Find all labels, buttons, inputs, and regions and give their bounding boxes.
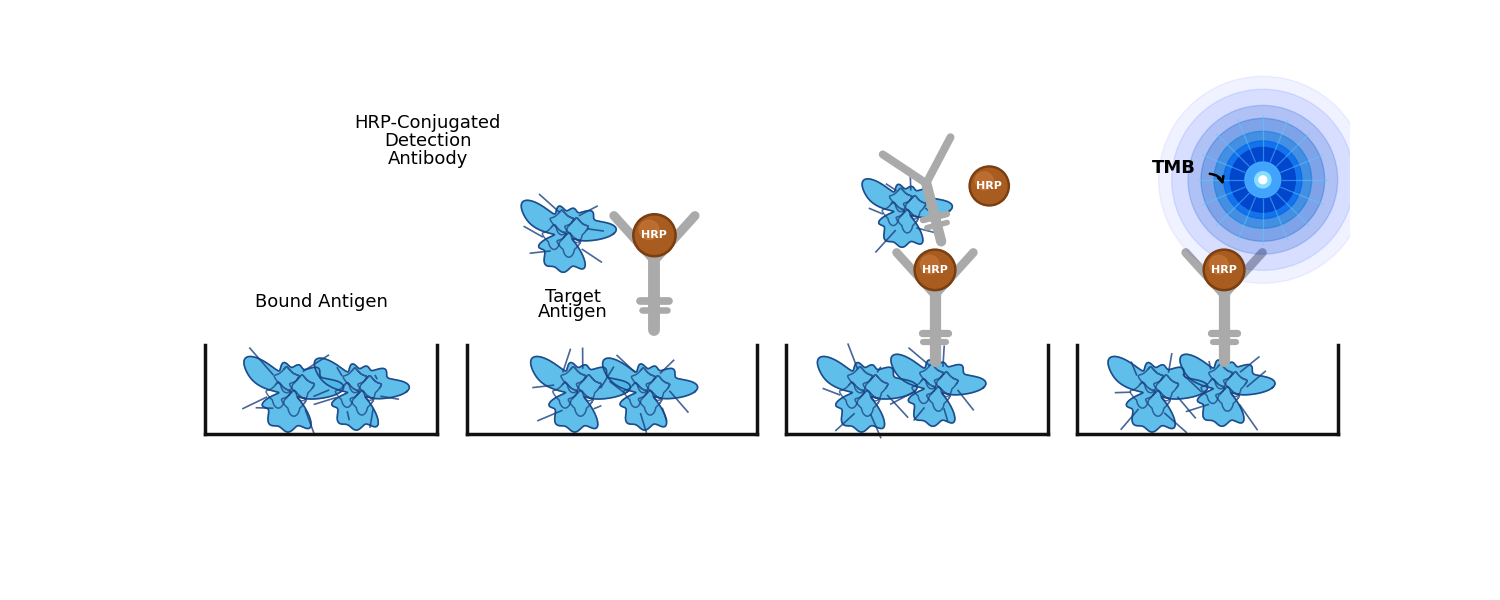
Polygon shape — [522, 200, 616, 272]
Polygon shape — [603, 358, 698, 430]
Polygon shape — [891, 354, 986, 426]
Circle shape — [1158, 76, 1366, 283]
Text: Detection: Detection — [384, 132, 471, 150]
Text: Antibody: Antibody — [387, 150, 468, 168]
Polygon shape — [1180, 354, 1275, 426]
Circle shape — [1172, 89, 1354, 271]
Circle shape — [921, 256, 939, 274]
Polygon shape — [531, 356, 630, 432]
Text: TMB: TMB — [1152, 159, 1196, 177]
Circle shape — [1206, 251, 1242, 288]
Circle shape — [975, 172, 993, 190]
Circle shape — [1245, 162, 1281, 197]
Circle shape — [639, 220, 658, 239]
Text: Bound Antigen: Bound Antigen — [255, 293, 387, 311]
Circle shape — [916, 251, 954, 288]
Circle shape — [914, 249, 956, 290]
Text: HRP-Conjugated: HRP-Conjugated — [354, 115, 501, 133]
Circle shape — [969, 166, 1010, 206]
Text: HRP: HRP — [1210, 265, 1237, 275]
Circle shape — [1209, 256, 1228, 274]
Circle shape — [636, 216, 674, 254]
Polygon shape — [244, 356, 344, 432]
Circle shape — [633, 214, 676, 257]
Polygon shape — [818, 356, 916, 432]
Circle shape — [972, 169, 1006, 203]
Text: HRP: HRP — [922, 265, 948, 275]
Polygon shape — [1108, 356, 1208, 432]
Circle shape — [1188, 106, 1338, 254]
Circle shape — [1203, 249, 1245, 290]
Text: Target: Target — [544, 287, 602, 305]
Polygon shape — [862, 179, 952, 247]
Text: Antigen: Antigen — [538, 303, 608, 321]
Polygon shape — [315, 358, 410, 430]
Circle shape — [1230, 148, 1296, 212]
Text: HRP: HRP — [642, 230, 668, 240]
Circle shape — [1214, 131, 1311, 229]
Circle shape — [1254, 172, 1270, 188]
Circle shape — [1224, 141, 1302, 218]
Circle shape — [1258, 176, 1266, 184]
Text: HRP: HRP — [976, 181, 1002, 191]
Circle shape — [1202, 118, 1324, 241]
